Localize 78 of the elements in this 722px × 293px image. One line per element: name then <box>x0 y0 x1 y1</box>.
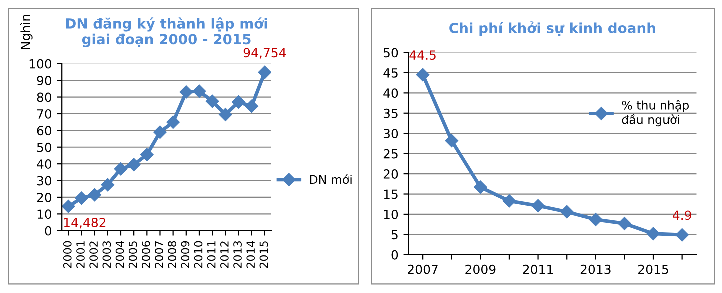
point <box>416 68 430 82</box>
x-tick-label: 2004 <box>116 241 124 268</box>
x-tick-label: 2000 <box>63 241 72 268</box>
point <box>232 96 246 109</box>
y-tick-label: 30 <box>37 176 52 186</box>
y-tick-label: 20 <box>384 170 398 179</box>
x-tick-label: 2008 <box>168 241 177 268</box>
point <box>245 100 258 114</box>
y-tick-label: 45 <box>384 68 398 78</box>
point <box>219 108 232 122</box>
x-tick-label: 2012 <box>220 242 229 268</box>
annotation: 14,482 <box>64 218 106 229</box>
point <box>676 228 689 242</box>
x-tick-label: 2007 <box>408 264 438 274</box>
point <box>127 158 141 172</box>
chart-title: Chi phí khởi sự kinh doanh <box>450 22 656 36</box>
point <box>88 188 102 202</box>
point <box>75 192 88 205</box>
x-tick-label: 2009 <box>181 241 190 268</box>
x-tick-label: 2006 <box>142 241 150 268</box>
annotation: 94,754 <box>244 48 286 59</box>
point <box>646 227 660 240</box>
y-tick-label: 60 <box>37 126 52 136</box>
y-tick-label: 30 <box>384 129 398 139</box>
point <box>560 205 574 219</box>
point <box>258 66 272 80</box>
point <box>114 162 128 176</box>
legend-label: DN mới <box>310 174 352 184</box>
x-tick-label: 2001 <box>76 242 85 268</box>
y-tick-label: 40 <box>384 88 398 98</box>
point <box>445 134 458 148</box>
point <box>140 148 154 162</box>
x-tick-label: 2010 <box>194 241 203 268</box>
x-tick-label: 2007 <box>155 242 164 268</box>
x-tick-label: 2009 <box>466 264 496 274</box>
y-tick-label: 20 <box>37 192 52 202</box>
point <box>206 94 220 108</box>
x-tick-label: 2003 <box>102 241 112 268</box>
y-tick-label: 15 <box>384 190 398 200</box>
point <box>166 116 180 129</box>
x-tick-label: 2013 <box>234 241 242 268</box>
point <box>618 217 632 230</box>
y-tick-label: 5 <box>392 230 398 240</box>
data-label: 4.9 <box>673 210 692 220</box>
y-tick-label: 0 <box>392 250 398 260</box>
y-tick-label: 0 <box>45 226 52 236</box>
point <box>154 126 167 139</box>
x-tick-label: 2015 <box>260 242 268 268</box>
y-axis-title: Nghìn <box>20 14 33 50</box>
y-tick-label: 35 <box>384 108 398 118</box>
y-tick-label: 100 <box>30 59 52 69</box>
data-label: 44.5 <box>410 50 436 60</box>
y-tick-label: 25 <box>384 149 398 159</box>
y-tick-label: 40 <box>37 160 52 170</box>
x-tick-label: 2002 <box>90 242 98 268</box>
y-tick-label: 80 <box>37 92 52 102</box>
point <box>101 178 114 192</box>
point <box>474 180 488 194</box>
point <box>180 86 193 99</box>
x-tick-label: 2013 <box>580 264 611 274</box>
y-tick-label: 90 <box>37 76 52 86</box>
point <box>532 199 545 213</box>
chart-title: DN đăng ký thành lập mới giai đoạn 2000 - 2015 <box>66 18 268 48</box>
y-tick-label: 10 <box>384 210 398 220</box>
y-tick-label: 50 <box>37 142 52 152</box>
x-tick-label: 2015 <box>638 264 668 274</box>
x-tick-label: 2011 <box>523 264 554 274</box>
x-tick-label: 2005 <box>128 242 138 268</box>
y-tick-label: 50 <box>384 48 398 58</box>
x-tick-label: 2011 <box>207 242 216 268</box>
y-tick-label: 10 <box>38 210 52 220</box>
point <box>62 200 76 214</box>
point <box>589 213 602 226</box>
y-tick-label: 70 <box>37 109 52 119</box>
point <box>192 84 206 98</box>
x-tick-label: 2014 <box>246 241 256 268</box>
point <box>502 194 516 208</box>
legend-label: % thu nhập đầu người <box>622 100 690 127</box>
